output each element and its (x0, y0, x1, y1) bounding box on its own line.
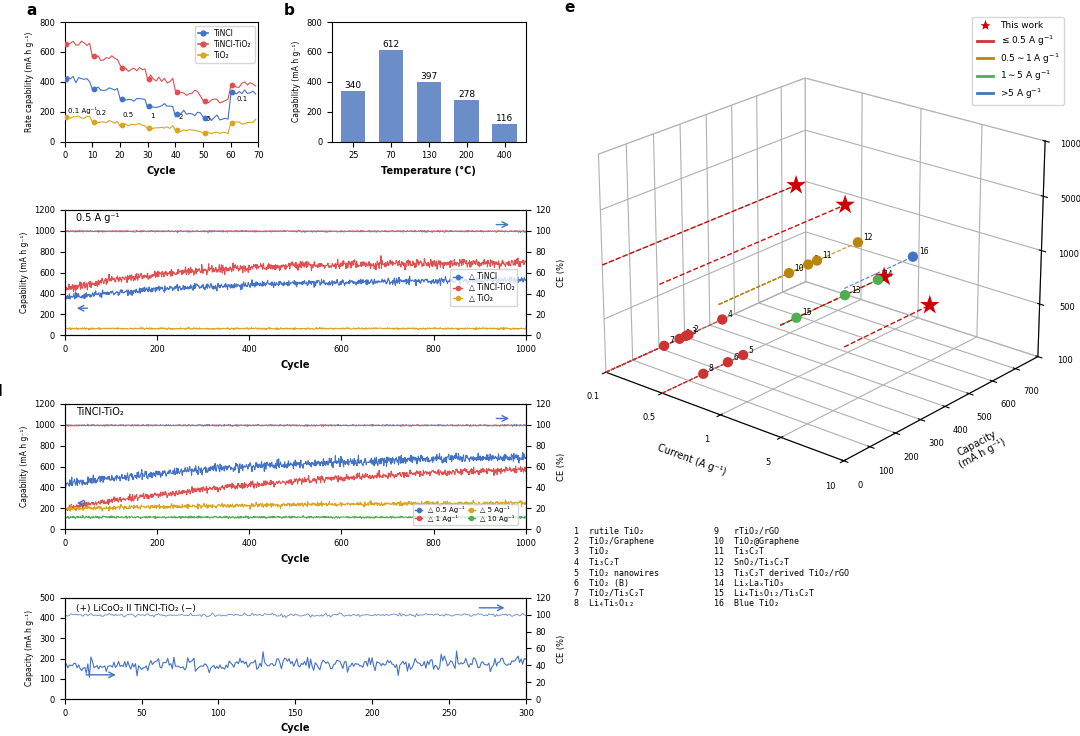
Point (224, 86, 241, 98)
Point (85, 116, 103, 128)
Text: d: d (0, 384, 2, 400)
X-axis label: Cycle: Cycle (147, 166, 176, 176)
Y-axis label: Capacity (mA h g⁻¹): Capacity (mA h g⁻¹) (25, 610, 33, 687)
X-axis label: Temperature (°C): Temperature (°C) (381, 166, 476, 176)
Bar (492, 124, 517, 141)
Text: 612: 612 (382, 40, 400, 49)
Legend: This work, $\leq$0.5 A g$^{-1}$, 0.5$\sim$1 A g$^{-1}$, 1$\sim$5 A g$^{-1}$, >5 : This work, $\leq$0.5 A g$^{-1}$, 0.5$\si… (972, 17, 1064, 105)
Text: 0.5 A g⁻¹: 0.5 A g⁻¹ (77, 213, 120, 223)
Text: 1: 1 (150, 113, 156, 119)
X-axis label: Cycle: Cycle (281, 553, 310, 564)
Point (140, 73, 158, 85)
Text: 2: 2 (178, 114, 183, 120)
Text: (+) LiCoO₂ II TiNCl-TiO₂ (−): (+) LiCoO₂ II TiNCl-TiO₂ (−) (77, 604, 197, 613)
Y-axis label: CE (%): CE (%) (557, 258, 566, 287)
Text: 5: 5 (206, 116, 211, 122)
Text: 116: 116 (496, 114, 513, 123)
Point (113, 93, 131, 105)
Legend: △ TiNCl, △ TiNCl-TiO₂, △ TiO₂: △ TiNCl, △ TiNCl-TiO₂, △ TiO₂ (450, 269, 517, 306)
Point (224, 79, 241, 91)
Legend: △ 0.5 Ag⁻¹, △ 1 Ag⁻¹, △ 5 Ag⁻¹, △ 10 Ag⁻¹: △ 0.5 Ag⁻¹, △ 1 Ag⁻¹, △ 5 Ag⁻¹, △ 10 Ag⁻… (413, 503, 517, 525)
Y-axis label: Capability (mA h g⁻¹): Capability (mA h g⁻¹) (19, 232, 28, 314)
X-axis label: Cycle: Cycle (281, 723, 310, 734)
Point (57, 73, 75, 85)
Point (168, 124, 186, 136)
Text: 340: 340 (345, 80, 362, 90)
Point (140, 101, 158, 113)
Y-axis label: Capability (mA h g⁻¹): Capability (mA h g⁻¹) (19, 426, 28, 507)
Point (195, 127, 213, 138)
Y-axis label: Rate capability (mA h g⁻¹): Rate capability (mA h g⁻¹) (25, 32, 33, 132)
Point (168, 86, 186, 98)
Point (140, 122, 158, 134)
Text: 0.2: 0.2 (95, 110, 106, 116)
Text: e: e (565, 1, 576, 15)
Y-axis label: Capability (mA h g⁻¹): Capability (mA h g⁻¹) (292, 41, 301, 122)
Bar (341, 91, 365, 141)
Y-axis label: Capacity
(mA h g⁻¹): Capacity (mA h g⁻¹) (951, 427, 1007, 470)
Text: 0.1: 0.1 (237, 96, 247, 102)
Point (113, 119, 131, 131)
Text: 0.1 Ag⁻¹: 0.1 Ag⁻¹ (68, 107, 97, 114)
Y-axis label: CE (%): CE (%) (557, 453, 566, 481)
Point (57, 38, 75, 50)
Text: 278: 278 (458, 90, 475, 99)
Text: 397: 397 (420, 72, 437, 81)
Point (85, 83, 103, 95)
Point (57, 111, 75, 123)
Point (168, 108, 186, 120)
Y-axis label: CE (%): CE (%) (557, 634, 566, 662)
Point (195, 113, 213, 124)
Text: b: b (284, 3, 295, 18)
Text: TiNCl-TiO₂: TiNCl-TiO₂ (77, 407, 124, 417)
Bar (455, 100, 480, 141)
Text: 0.5: 0.5 (123, 112, 134, 118)
Text: a: a (26, 3, 37, 18)
Point (85, 51, 103, 63)
Bar (417, 82, 442, 141)
Point (224, 117, 241, 129)
Point (195, 96, 213, 107)
X-axis label: Cycle: Cycle (281, 360, 310, 369)
Text: 1  rutile TiO₂              9   rTiO₂/rGO
2  TiO₂/Graphene            10  TiO₂@G: 1 rutile TiO₂ 9 rTiO₂/rGO 2 TiO₂/Graphen… (575, 526, 850, 609)
Legend: TiNCl, TiNCl-TiO₂, TiO₂: TiNCl, TiNCl-TiO₂, TiO₂ (195, 26, 255, 63)
Point (113, 63, 131, 74)
X-axis label: Current (A g⁻¹): Current (A g⁻¹) (656, 442, 727, 477)
Bar (379, 50, 403, 141)
